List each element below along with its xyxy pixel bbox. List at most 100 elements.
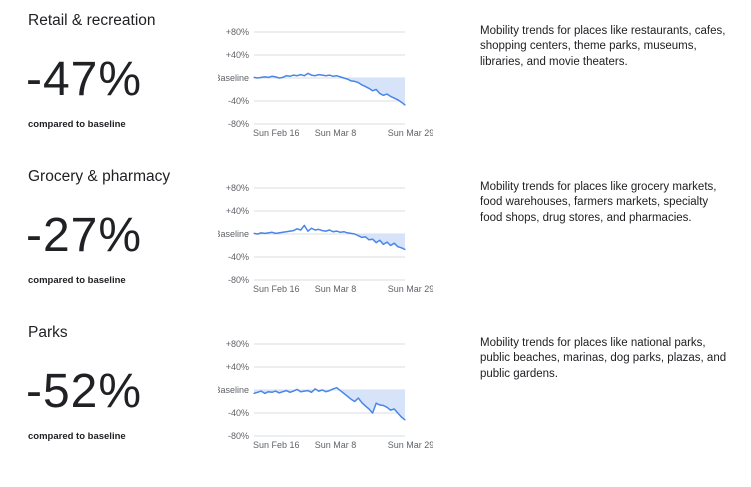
data-point <box>300 229 302 231</box>
data-point <box>318 390 320 392</box>
y-tick-label: +40% <box>226 206 249 216</box>
data-point <box>274 390 277 392</box>
category-description: Mobility trends for places like national… <box>480 337 727 380</box>
section-grocery-pharmacy: Grocery & pharmacy -27% compared to base… <box>0 164 751 320</box>
data-point <box>264 232 266 235</box>
compared-to-baseline-label: compared to baseline <box>28 119 126 130</box>
category-title: Grocery & pharmacy <box>28 168 171 185</box>
data-point <box>267 76 269 79</box>
data-point <box>386 241 388 243</box>
data-point <box>274 232 277 235</box>
data-point <box>339 231 341 233</box>
data-point <box>343 231 345 233</box>
data-point <box>278 232 280 234</box>
data-point <box>300 73 302 76</box>
data-point <box>364 405 367 407</box>
data-point <box>361 236 363 239</box>
data-point <box>397 246 399 248</box>
data-point <box>278 392 280 394</box>
data-point <box>393 97 395 99</box>
data-point <box>271 75 273 77</box>
data-point <box>379 404 381 406</box>
data-point <box>350 80 352 82</box>
x-tick-label: Sun Mar 29 <box>388 284 433 294</box>
category-description: Mobility trends for places like restaura… <box>480 25 726 68</box>
data-point <box>264 76 266 78</box>
data-point <box>397 412 399 414</box>
mobility-line-chart: +80% +40% Baseline -40% -80% Sun Feb 16 Sun Ma… <box>218 339 433 450</box>
data-point <box>289 391 291 393</box>
data-point <box>368 239 370 241</box>
data-point <box>346 78 349 80</box>
data-point <box>292 390 295 392</box>
data-point <box>300 391 302 393</box>
data-point <box>361 402 363 404</box>
data-point <box>339 76 341 78</box>
data-point <box>253 76 255 79</box>
y-tick-label: Baseline <box>218 385 249 395</box>
data-point <box>303 75 305 77</box>
data-point <box>393 408 395 410</box>
data-point <box>382 94 385 96</box>
data-point <box>253 392 255 395</box>
data-point <box>292 74 295 76</box>
data-point <box>390 95 392 97</box>
data-point <box>336 75 338 77</box>
y-tick-label: -40% <box>228 408 249 418</box>
below-baseline-area <box>254 78 405 106</box>
data-point <box>386 93 388 95</box>
data-point <box>375 88 377 91</box>
data-point <box>404 104 406 106</box>
y-tick-label: -40% <box>228 252 249 262</box>
data-point <box>390 244 392 247</box>
data-point <box>379 92 381 95</box>
data-point <box>292 229 295 232</box>
data-point <box>274 76 277 78</box>
percent-change-value: -52% <box>26 365 143 418</box>
y-tick-label: +40% <box>226 50 249 60</box>
data-point <box>368 408 370 410</box>
y-tick-label: +80% <box>226 27 249 37</box>
data-point <box>296 75 298 77</box>
data-point <box>336 387 338 389</box>
data-point <box>278 77 280 79</box>
data-point <box>372 412 374 414</box>
data-point <box>314 229 316 231</box>
below-baseline-area <box>254 390 405 420</box>
data-point <box>260 390 262 392</box>
data-point <box>328 229 331 231</box>
percent-change-value: -47% <box>26 53 143 106</box>
data-point <box>282 391 284 393</box>
data-point <box>364 86 367 88</box>
data-point <box>339 389 341 392</box>
data-point <box>328 74 331 76</box>
data-point <box>386 406 388 408</box>
data-point <box>325 230 327 232</box>
data-point <box>285 389 287 392</box>
data-point <box>404 419 406 421</box>
data-point <box>404 248 406 251</box>
data-point <box>303 390 305 392</box>
data-point <box>400 247 403 249</box>
data-point <box>336 230 338 232</box>
x-tick-label: Sun Mar 29 <box>388 440 433 450</box>
data-point <box>400 101 403 103</box>
data-point <box>332 231 334 233</box>
data-point <box>264 392 266 395</box>
y-tick-label: -40% <box>228 96 249 106</box>
x-tick-label: Sun Mar 29 <box>388 128 433 138</box>
data-point <box>318 228 320 230</box>
data-point <box>310 391 313 393</box>
x-tick-label: Sun Mar 8 <box>315 284 357 294</box>
data-point <box>321 229 323 232</box>
data-point <box>285 75 287 77</box>
below-baseline-area <box>254 234 405 250</box>
compared-to-baseline-label: compared to baseline <box>28 431 126 442</box>
data-point <box>368 87 370 89</box>
data-point <box>307 72 309 74</box>
mobility-line-chart: +80% +40% Baseline -40% -80% Sun Feb 16 Sun Ma… <box>218 27 433 138</box>
data-point <box>310 74 313 76</box>
x-tick-label: Sun Mar 8 <box>315 128 357 138</box>
y-tick-label: +40% <box>226 362 249 372</box>
y-tick-label: -80% <box>228 119 249 129</box>
